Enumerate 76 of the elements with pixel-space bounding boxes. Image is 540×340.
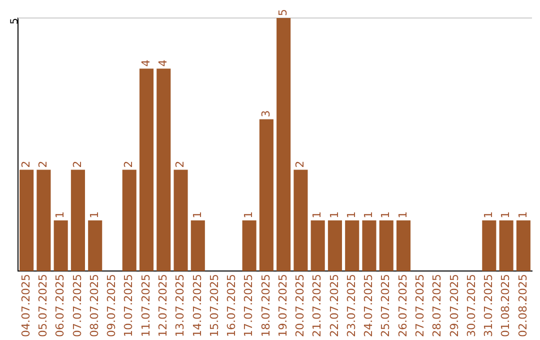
x-tick-label: 22.07.2025	[328, 274, 341, 338]
data-label: 2	[174, 160, 187, 168]
data-label: 1	[516, 211, 530, 218]
data-label: 4	[139, 60, 152, 67]
data-label: 4	[156, 60, 170, 67]
bar	[54, 220, 68, 272]
data-label: 1	[190, 211, 204, 218]
bar	[328, 220, 342, 272]
bar	[139, 68, 154, 272]
bar	[379, 220, 394, 272]
x-tick-label: 10.07.2025	[122, 274, 136, 338]
bar	[242, 220, 256, 272]
data-label: 3	[259, 110, 272, 118]
data-label: 2	[19, 160, 32, 168]
x-tick-label: 11.07.2025	[139, 274, 152, 338]
x-tick-label: 04.07.2025	[19, 274, 32, 338]
bar	[88, 220, 102, 272]
data-label: 1	[362, 211, 376, 218]
data-label: 1	[499, 211, 512, 218]
bar	[174, 170, 188, 272]
bar	[362, 220, 376, 272]
bar	[122, 170, 136, 272]
x-tick-label: 20.07.2025	[294, 274, 307, 338]
x-tick-label: 05.07.2025	[36, 274, 50, 338]
data-label: 1	[242, 211, 256, 218]
x-tick-label: 02.08.2025	[516, 274, 530, 338]
x-tick-label: 28.07.2025	[430, 274, 444, 338]
bar	[482, 220, 496, 272]
data-label: 2	[294, 160, 307, 168]
x-tick-label: 09.07.2025	[105, 274, 118, 338]
data-label: 1	[379, 211, 392, 218]
bar	[396, 220, 411, 272]
x-tick-label: 13.07.2025	[174, 274, 187, 338]
x-tick-label: 15.07.2025	[208, 274, 221, 338]
x-tick-label: 27.07.2025	[413, 274, 426, 338]
bar	[36, 170, 51, 272]
data-label: 1	[344, 211, 358, 218]
bar	[294, 170, 308, 272]
data-label: 1	[88, 211, 101, 218]
x-tick-label: 07.07.2025	[70, 274, 84, 338]
data-label: 1	[54, 211, 67, 218]
data-label: 2	[36, 160, 50, 168]
x-tick-label: 24.07.2025	[362, 274, 376, 338]
bar	[276, 18, 291, 272]
bar	[259, 119, 274, 272]
bar	[20, 170, 34, 272]
x-tick-label: 25.07.2025	[379, 274, 392, 338]
data-label: 2	[70, 160, 84, 168]
bar	[310, 220, 325, 272]
bar	[499, 220, 514, 272]
x-tick-label: 01.08.2025	[499, 274, 512, 338]
data-label: 1	[328, 211, 341, 218]
data-label: 5	[276, 9, 290, 16]
bar	[190, 220, 205, 272]
x-tick-label: 12.07.2025	[156, 274, 170, 338]
bar	[345, 220, 360, 272]
data-label: 1	[310, 211, 324, 218]
data-label: 1	[396, 211, 410, 218]
x-tick-label: 31.07.2025	[482, 274, 496, 338]
x-tick-label: 29.07.2025	[448, 274, 461, 338]
x-tick-label: 17.07.2025	[242, 274, 256, 338]
x-tick-label: 23.07.2025	[344, 274, 358, 338]
bar	[70, 170, 85, 272]
x-tick-label: 21.07.2025	[310, 274, 324, 338]
data-label: 1	[482, 211, 496, 218]
x-tick-label: 19.07.2025	[276, 274, 290, 338]
x-tick-label: 18.07.2025	[259, 274, 272, 338]
data-label: 2	[122, 160, 136, 168]
x-tick-label: 16.07.2025	[225, 274, 238, 338]
bar	[156, 68, 171, 272]
x-tick-label: 06.07.2025	[54, 274, 67, 338]
x-tick-label: 30.07.2025	[464, 274, 478, 338]
x-tick-label: 08.07.2025	[88, 274, 101, 338]
bar	[516, 220, 530, 272]
x-tick-label: 26.07.2025	[396, 274, 410, 338]
x-tick-label: 14.07.2025	[190, 274, 204, 338]
